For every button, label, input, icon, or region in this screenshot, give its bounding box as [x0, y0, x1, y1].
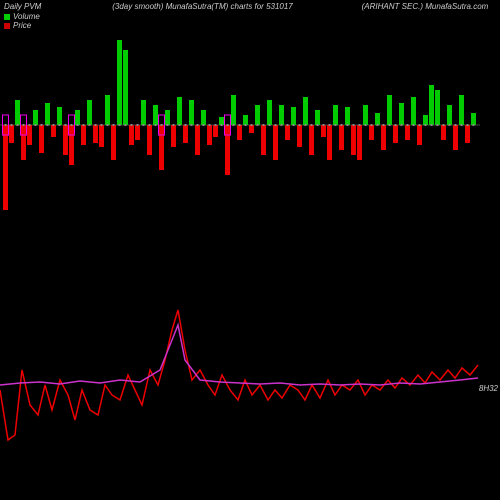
legend-price-label: Price — [13, 21, 31, 30]
chart-legend: Volume Price — [0, 12, 44, 30]
chart-header: Daily PVM (3day smooth) MunafaSutra(TM) … — [0, 0, 500, 24]
legend-price-swatch — [4, 23, 10, 29]
axis-label: 8H32 — [479, 384, 498, 393]
legend-volume-swatch — [4, 14, 10, 20]
ohlc-chart — [0, 40, 480, 210]
legend-volume-label: Volume — [13, 12, 40, 21]
chart-subtitle: (3day smooth) MunafaSutra(TM) charts for… — [55, 0, 350, 24]
chart-ticker: (ARIHANT SEC.) MunafaSutra.com — [350, 0, 500, 24]
line-chart — [0, 290, 480, 450]
legend-price: Price — [0, 21, 44, 30]
legend-volume: Volume — [0, 12, 44, 21]
